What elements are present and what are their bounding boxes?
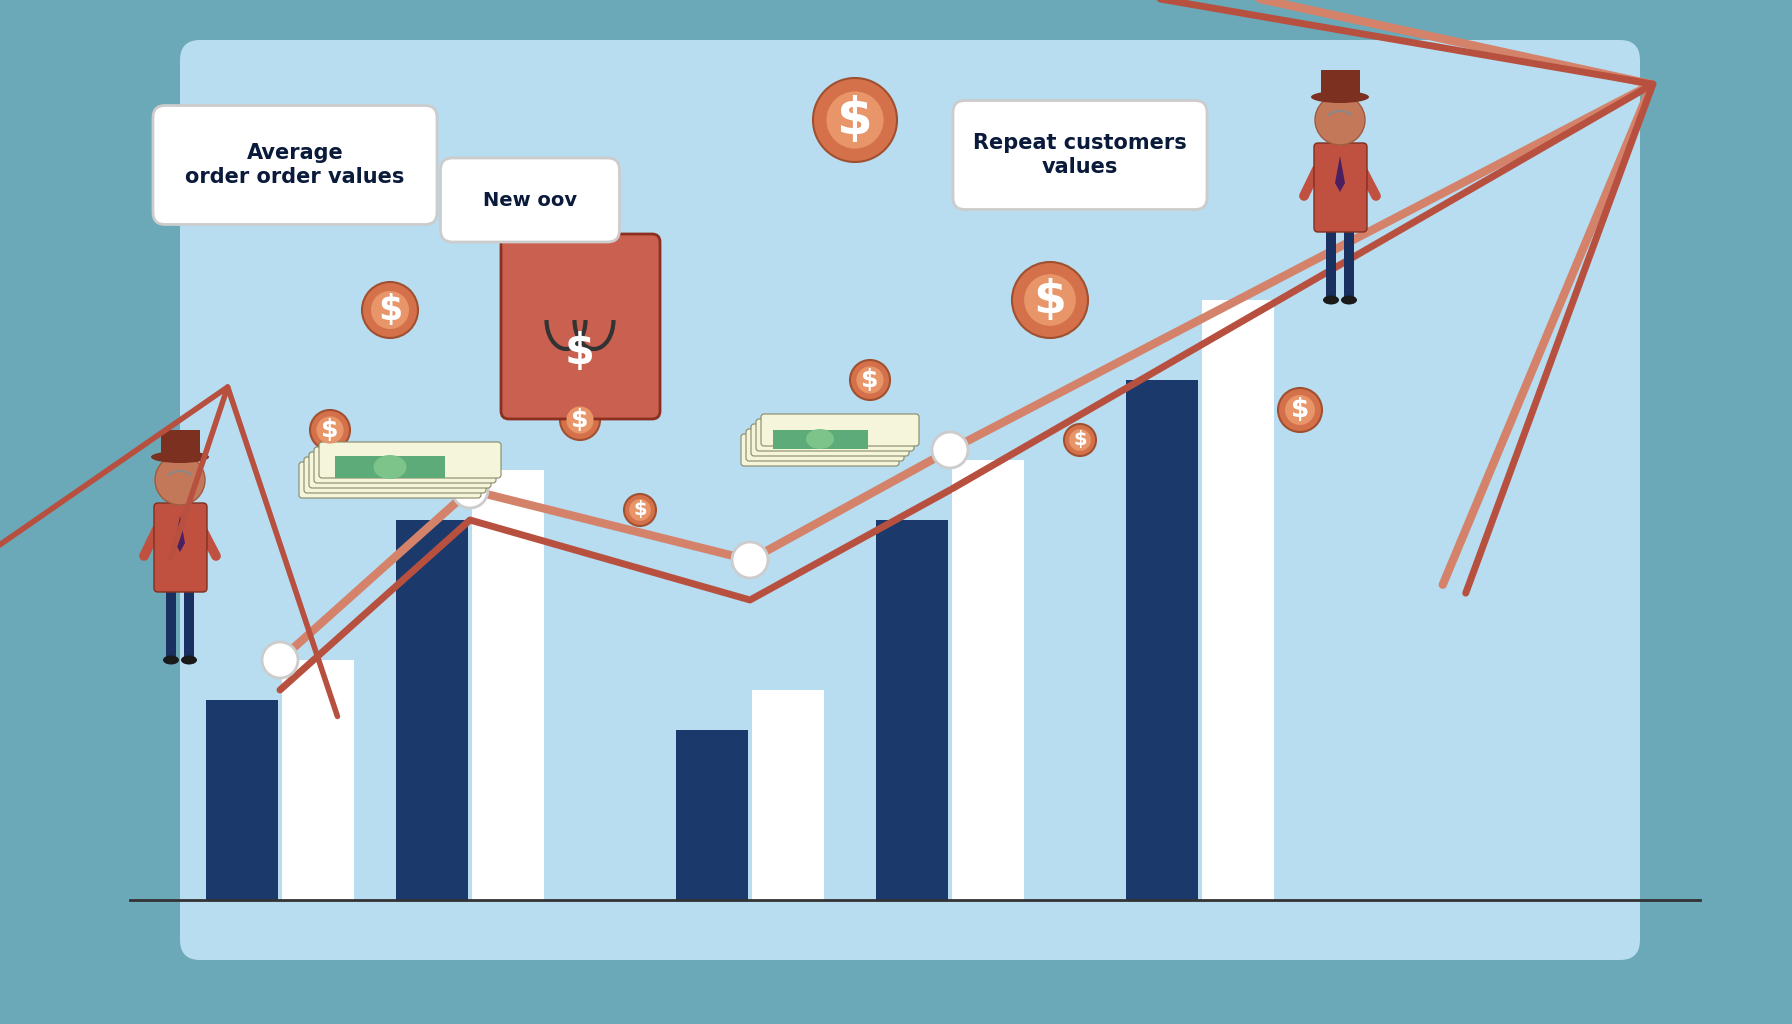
FancyBboxPatch shape [154, 503, 208, 592]
FancyBboxPatch shape [299, 462, 480, 498]
Circle shape [629, 499, 650, 521]
Circle shape [262, 642, 297, 678]
Bar [952, 460, 1023, 900]
FancyBboxPatch shape [314, 447, 496, 483]
Bar [676, 730, 747, 900]
Text: New oov: New oov [482, 190, 577, 210]
Text: $: $ [633, 501, 647, 519]
FancyBboxPatch shape [745, 429, 903, 461]
Circle shape [1070, 429, 1091, 451]
Circle shape [310, 410, 349, 450]
Ellipse shape [181, 655, 197, 665]
FancyBboxPatch shape [308, 452, 491, 488]
Bar [167, 588, 176, 660]
Ellipse shape [151, 451, 210, 463]
Text: $: $ [1073, 430, 1086, 450]
Circle shape [1278, 388, 1322, 432]
Circle shape [1012, 262, 1088, 338]
Ellipse shape [1312, 91, 1369, 103]
Circle shape [731, 542, 769, 578]
Circle shape [932, 432, 968, 468]
Circle shape [452, 472, 487, 508]
Circle shape [154, 455, 204, 505]
Bar [161, 430, 201, 457]
Text: $: $ [572, 408, 590, 432]
FancyBboxPatch shape [502, 234, 659, 419]
Bar [471, 470, 545, 900]
Polygon shape [176, 516, 185, 552]
Circle shape [559, 400, 600, 440]
Bar [772, 430, 867, 449]
Circle shape [1285, 395, 1315, 425]
Circle shape [1064, 424, 1097, 456]
Text: $: $ [862, 368, 878, 392]
Ellipse shape [806, 429, 833, 449]
Text: $: $ [1290, 397, 1310, 423]
FancyBboxPatch shape [762, 414, 919, 446]
Bar [1202, 300, 1274, 900]
Circle shape [857, 367, 883, 393]
Bar [1344, 228, 1355, 300]
Circle shape [1025, 274, 1075, 326]
Bar [185, 588, 194, 660]
FancyBboxPatch shape [953, 100, 1208, 210]
Text: $: $ [564, 331, 595, 373]
FancyBboxPatch shape [1314, 143, 1367, 232]
Circle shape [849, 360, 891, 400]
FancyBboxPatch shape [152, 105, 437, 224]
Bar [753, 690, 824, 900]
Text: $: $ [837, 95, 873, 145]
FancyBboxPatch shape [179, 40, 1640, 961]
Circle shape [826, 91, 883, 148]
Ellipse shape [1322, 296, 1339, 304]
Polygon shape [1335, 156, 1346, 193]
FancyBboxPatch shape [751, 424, 909, 456]
Bar [335, 456, 444, 478]
Bar [206, 700, 278, 900]
Text: Repeat customers
values: Repeat customers values [973, 133, 1186, 176]
Bar [281, 660, 355, 900]
FancyBboxPatch shape [742, 434, 900, 466]
Text: Average
order order values: Average order order values [185, 143, 405, 186]
Bar [1125, 380, 1199, 900]
FancyBboxPatch shape [441, 158, 620, 242]
Bar [876, 520, 948, 900]
FancyBboxPatch shape [756, 419, 914, 451]
Circle shape [624, 494, 656, 526]
Ellipse shape [1340, 296, 1357, 304]
Bar [1326, 228, 1337, 300]
Circle shape [1315, 95, 1366, 145]
Circle shape [317, 417, 344, 443]
Text: $: $ [378, 293, 401, 327]
Bar [396, 520, 468, 900]
Circle shape [814, 78, 898, 162]
Text: $: $ [321, 418, 339, 442]
Circle shape [362, 282, 418, 338]
Circle shape [371, 291, 409, 329]
Bar [1321, 70, 1360, 97]
FancyBboxPatch shape [319, 442, 502, 478]
Ellipse shape [373, 455, 407, 479]
FancyBboxPatch shape [305, 457, 486, 493]
Ellipse shape [163, 655, 179, 665]
Text: $: $ [1034, 278, 1066, 323]
Circle shape [566, 407, 593, 433]
